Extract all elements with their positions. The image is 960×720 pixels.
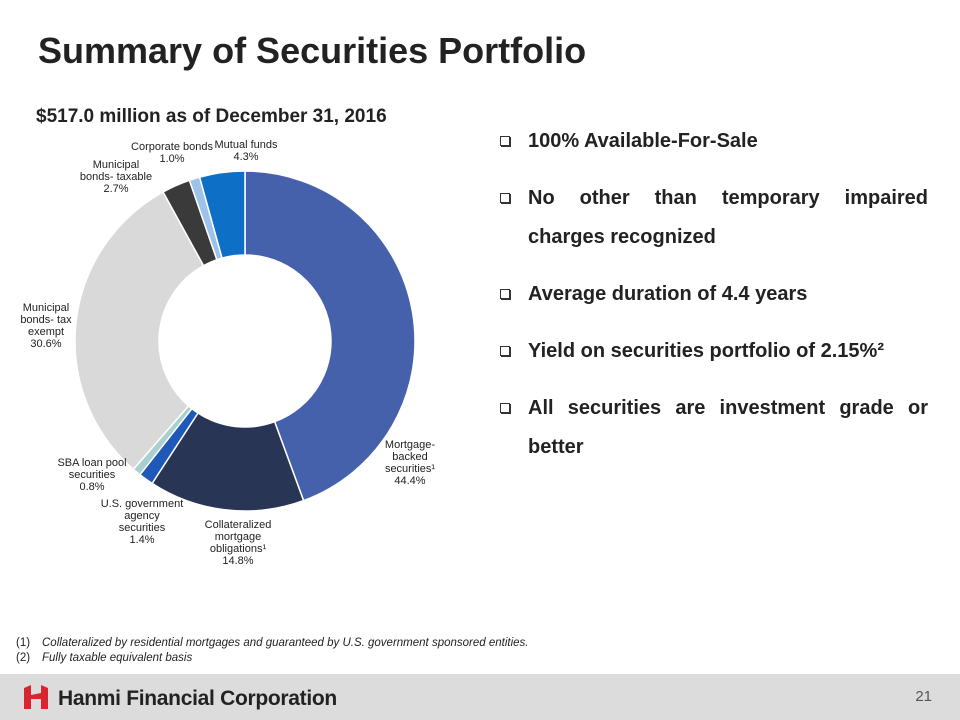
- footnote-number: (2): [16, 652, 31, 664]
- square-bullet-icon: [500, 136, 510, 146]
- bullet-available-for-sale: 100% Available-For-Sale: [498, 122, 928, 161]
- slice-label: Mutual funds 4.3%: [215, 139, 278, 163]
- slice-label: Municipal bonds- tax exempt 30.6%: [20, 302, 72, 350]
- footnote-text: Fully taxable equivalent basis: [42, 652, 193, 664]
- slice-label: Corporate bonds 1.0%: [131, 141, 213, 165]
- square-bullet-icon: [500, 193, 510, 203]
- page-title: Summary of Securities Portfolio: [38, 30, 587, 71]
- donut-slice: [244, 170, 416, 502]
- bullet-text: Average duration of 4.4 years: [528, 283, 808, 305]
- company-name: Hanmi Financial Corporation: [58, 687, 337, 710]
- slice-label: Municipal bonds- taxable 2.7%: [80, 159, 152, 195]
- chart-subtitle: $517.0 million as of December 31, 2016: [36, 106, 387, 127]
- securities-donut-chart: Mortgage-backed securities¹ 44.4% Collatera…: [20, 139, 435, 567]
- bullet-text: Yield on securities portfolio of 2.15%²: [528, 340, 884, 362]
- hanmi-logo-icon: [24, 685, 48, 709]
- square-bullet-icon: [500, 346, 510, 356]
- slice-label: SBA loan pool securities 0.8%: [57, 457, 126, 493]
- slice-label: U.S. government agency securities 1.4%: [101, 498, 184, 546]
- footnote-number: (1): [16, 637, 31, 649]
- donut-slice: [198, 170, 246, 260]
- square-bullet-icon: [500, 289, 510, 299]
- key-points-list: 100% Available-For-Sale No other than te…: [498, 122, 928, 485]
- footer-bar: Hanmi Financial Corporation 21: [0, 674, 960, 720]
- page-number: 21: [915, 688, 932, 705]
- bullet-text: No other than temporary impaired charges…: [528, 187, 928, 248]
- bullet-impairment: No other than temporary impaired charges…: [498, 179, 928, 257]
- bullet-duration: Average duration of 4.4 years: [498, 275, 928, 314]
- footnotes: (1) Collateralized by residential mortgag…: [16, 637, 528, 667]
- bullet-text: 100% Available-For-Sale: [528, 130, 758, 152]
- donut-slice: [74, 191, 205, 471]
- slice-label: Mortgage-backed securities¹ 44.4%: [385, 439, 435, 487]
- bullet-text: All securities are investment grade or b…: [528, 397, 928, 458]
- square-bullet-icon: [500, 403, 510, 413]
- bullet-investment-grade: All securities are investment grade or b…: [498, 389, 928, 467]
- bullet-yield: Yield on securities portfolio of 2.15%²: [498, 332, 928, 371]
- footnote-text: Collateralized by residential mortgages …: [42, 637, 529, 649]
- footnote: (1) Collateralized by residential mortgag…: [16, 637, 528, 649]
- footnote: (2) Fully taxable equivalent basis: [16, 652, 528, 664]
- slice-label: Collateralized mortgage obligations¹ 14.8%: [205, 519, 272, 567]
